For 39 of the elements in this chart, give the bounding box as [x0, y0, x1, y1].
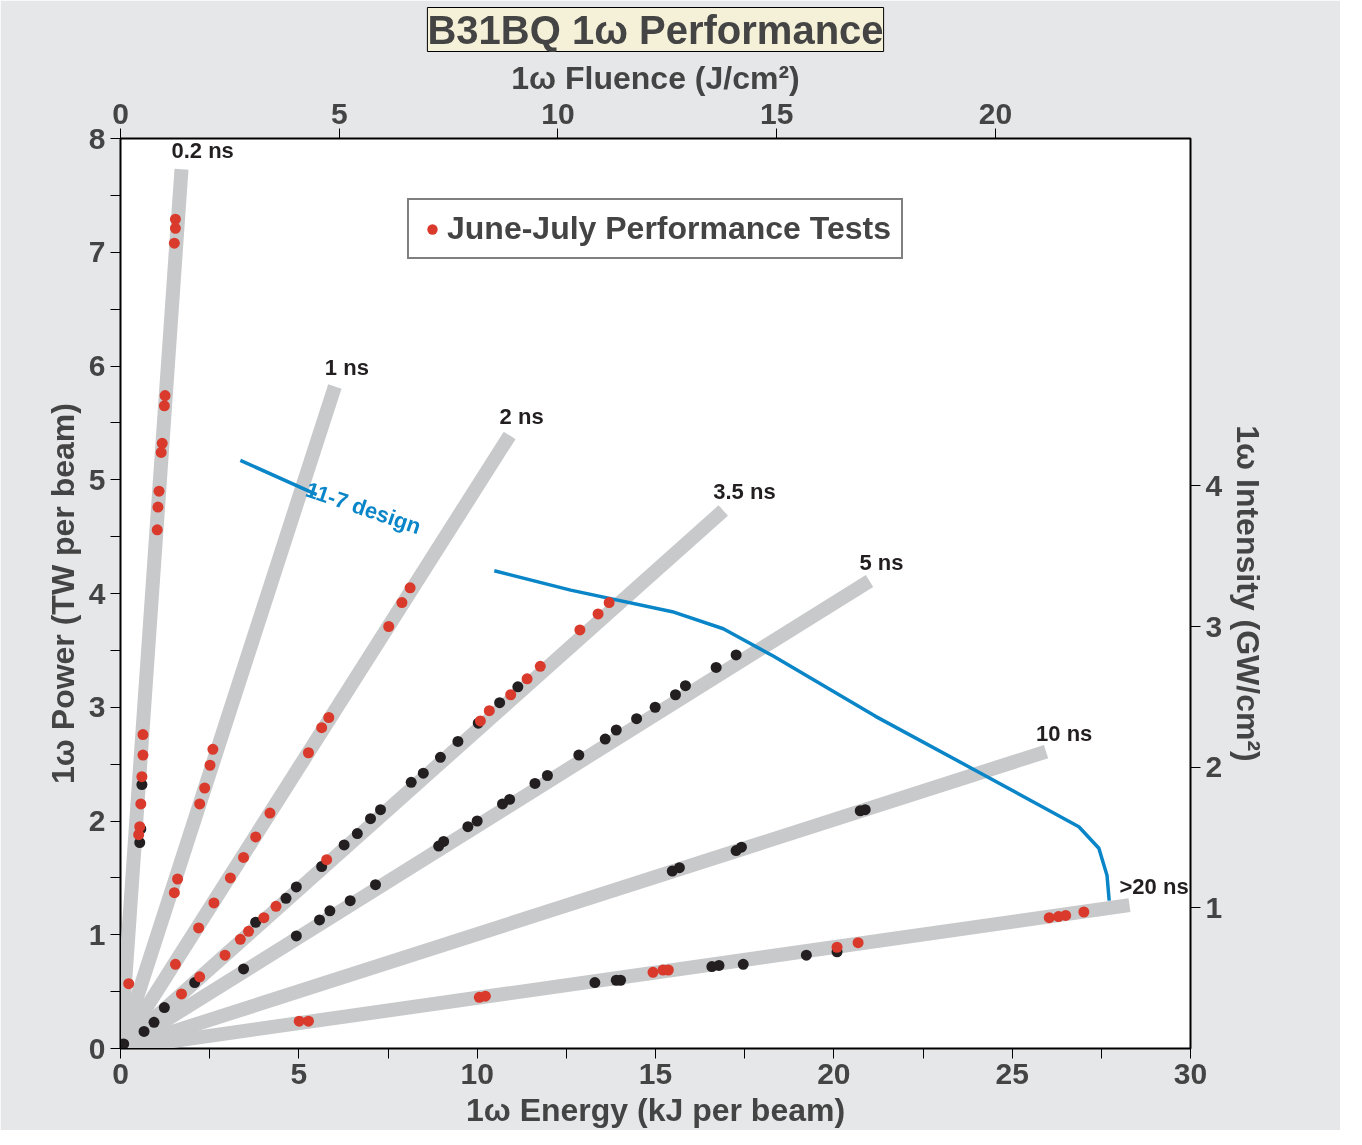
- series-label: 1 ns: [324, 355, 369, 381]
- x-tick-label: 20: [817, 1056, 851, 1090]
- x-tick-label: 0: [112, 1056, 129, 1090]
- y-tick-label: 8: [88, 121, 106, 155]
- text: 11-7 design: [302, 476, 425, 540]
- y-axis-title: 1ω Power (TW per beam): [44, 403, 81, 784]
- series-label: 5 ns: [859, 549, 904, 575]
- x2-tick-label: 0: [112, 96, 129, 130]
- x-tick-label: 15: [638, 1056, 673, 1090]
- x-tick-label: 5: [290, 1056, 308, 1090]
- series-label: 0.2 ns: [171, 138, 234, 164]
- y-tick-label: 3: [88, 690, 106, 724]
- y2-tick-label: 4: [1205, 468, 1223, 502]
- y2-tick-label: 3: [1205, 609, 1223, 643]
- y-tick-label: 0: [88, 1031, 106, 1065]
- y-tick-label: 5: [88, 462, 106, 496]
- y-tick-label: 4: [88, 576, 106, 610]
- y-tick-label: 6: [88, 349, 106, 382]
- x2-axis-title: 1ω Fluence (J/cm²): [511, 59, 800, 96]
- series-label: >20 ns: [1119, 874, 1189, 900]
- y2-tick-label: 2: [1205, 750, 1223, 784]
- y-tick-label: 1: [88, 917, 106, 951]
- series-label: 3.5 ns: [713, 479, 776, 505]
- x-tick-label: 30: [1173, 1056, 1208, 1090]
- y2-tick-label: 1: [1205, 890, 1223, 924]
- x-tick-label: 10: [460, 1056, 494, 1090]
- y-tick-label: 7: [88, 235, 106, 269]
- x-axis-title: 1ω Energy (kJ per beam): [465, 1091, 846, 1128]
- legend-label: June-July Performance Tests: [446, 210, 892, 247]
- x2-tick-label: 20: [978, 96, 1013, 130]
- series-label: 2 ns: [499, 404, 544, 430]
- y2-axis-title: 1ω Intensity (GW/cm²): [1230, 425, 1267, 762]
- x2-tick-label: 15: [759, 96, 794, 130]
- series-label: 10 ns: [1036, 720, 1093, 746]
- x2-tick-label: 10: [541, 96, 575, 130]
- x2-tick-label: 5: [330, 96, 348, 130]
- y-tick-label: 2: [88, 804, 106, 837]
- x-tick-label: 25: [995, 1056, 1029, 1090]
- chart-title: B31BQ 1ω Performance: [427, 7, 884, 52]
